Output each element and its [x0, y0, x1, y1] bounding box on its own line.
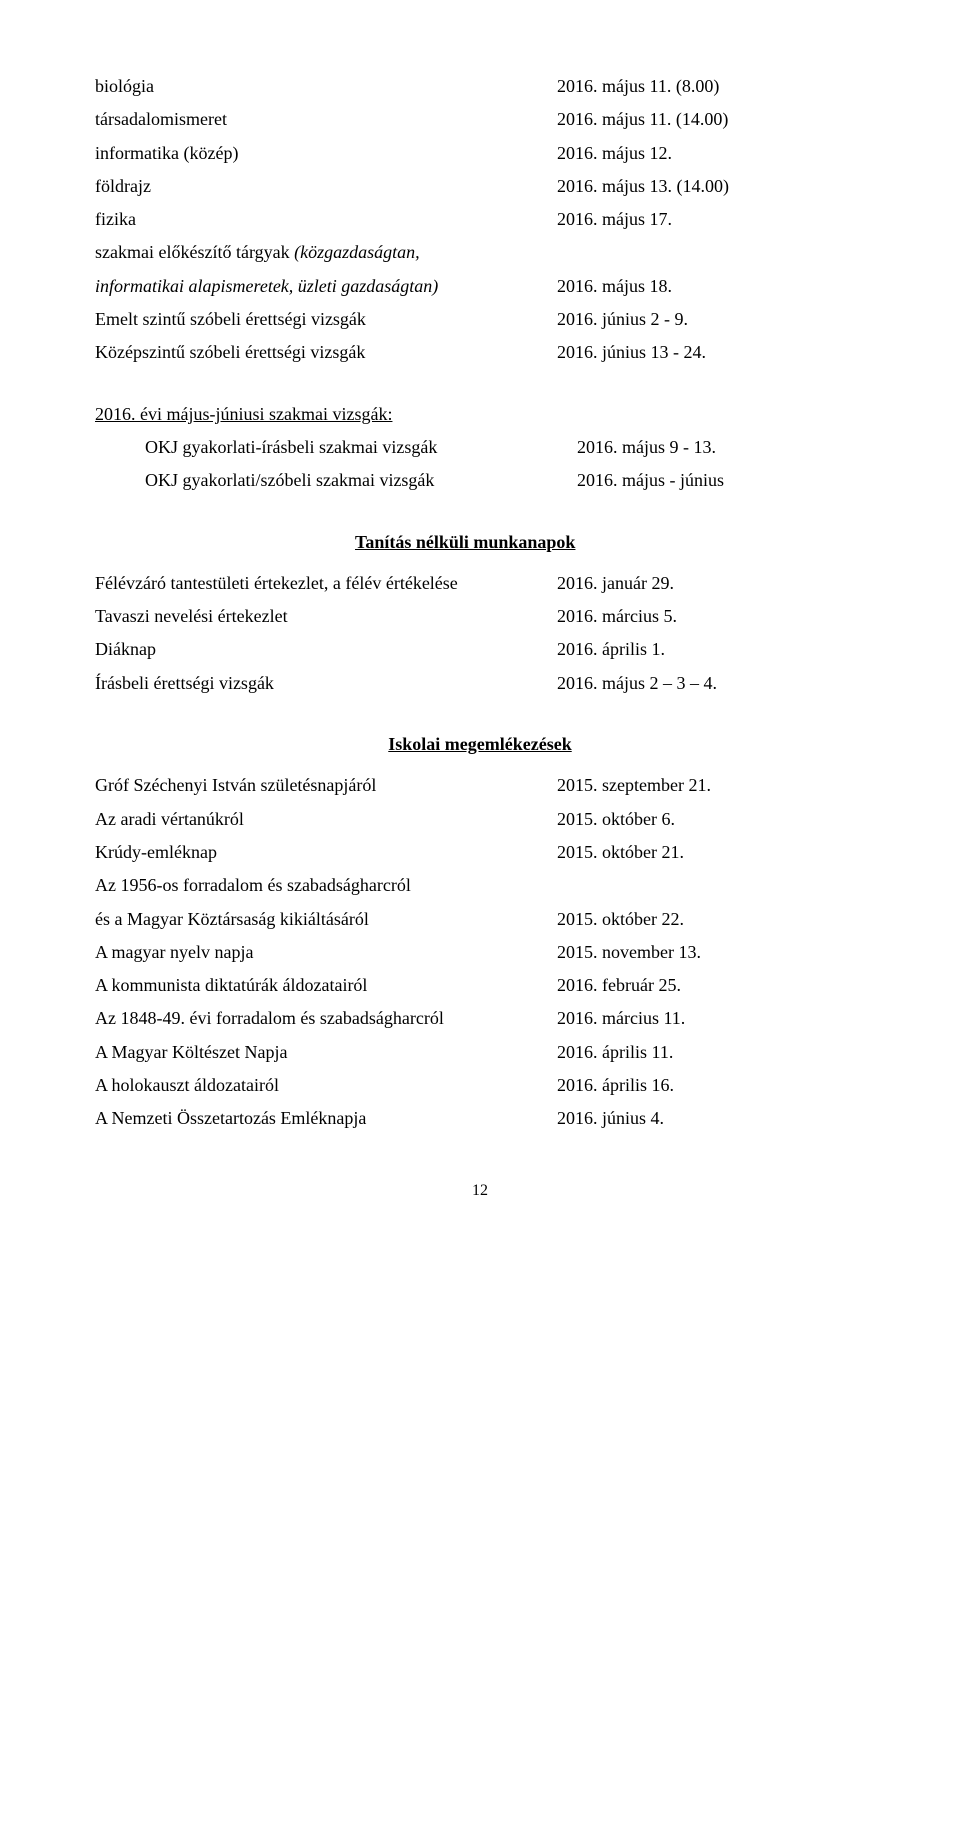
- tanitas-name: Félévzáró tantestületi értekezlet, a fél…: [95, 567, 557, 600]
- tanitas-date: 2016. május 2 – 3 – 4.: [557, 667, 865, 700]
- exam-date: 2016. május 11. (14.00): [557, 103, 865, 136]
- iskolai-row: Gróf Széchenyi István születésnapjáról 2…: [95, 769, 865, 802]
- tanitas-row: Írásbeli érettségi vizsgák 2016. május 2…: [95, 667, 865, 700]
- tanitas-block: Tanítás nélküli munkanapok Félévzáró tan…: [95, 526, 865, 700]
- iskolai-row: A Nemzeti Összetartozás Emléknapja 2016.…: [95, 1102, 865, 1135]
- exam-name: Emelt szintű szóbeli érettségi vizsgák: [95, 303, 557, 336]
- iskolai-row: Az aradi vértanúkról 2015. október 6.: [95, 803, 865, 836]
- iskolai-date: 2015. október 6.: [557, 803, 865, 836]
- iskolai-date: 2015. október 21.: [557, 836, 865, 869]
- prep-row-2: informatikai alapismeretek, üzleti gazda…: [95, 270, 865, 303]
- iskolai-row: és a Magyar Köztársaság kikiáltásáról 20…: [95, 903, 865, 936]
- szakmai-heading: 2016. évi május-júniusi szakmai vizsgák:: [95, 398, 865, 431]
- iskolai-name: és a Magyar Köztársaság kikiáltásáról: [95, 903, 557, 936]
- exam-date: 2016. június 13 - 24.: [557, 336, 865, 369]
- iskolai-date: [557, 869, 865, 902]
- exam-date: 2016. május 17.: [557, 203, 865, 236]
- exam-date: 2016. május 11. (8.00): [557, 70, 865, 103]
- iskolai-name: A Magyar Költészet Napja: [95, 1036, 557, 1069]
- exam-row: biológia 2016. május 11. (8.00): [95, 70, 865, 103]
- iskolai-name: Gróf Széchenyi István születésnapjáról: [95, 769, 557, 802]
- exam-name: földrajz: [95, 170, 557, 203]
- tanitas-date: 2016. január 29.: [557, 567, 865, 600]
- iskolai-name: A kommunista diktatúrák áldozatairól: [95, 969, 557, 1002]
- prep-text: szakmai előkészítő tárgyak (közgazdaságt…: [95, 236, 557, 269]
- iskolai-row: Krúdy-emléknap 2015. október 21.: [95, 836, 865, 869]
- prep-row-1: szakmai előkészítő tárgyak (közgazdaságt…: [95, 236, 865, 269]
- iskolai-name: Az 1848-49. évi forradalom és szabadságh…: [95, 1002, 557, 1035]
- exam-row: fizika 2016. május 17.: [95, 203, 865, 236]
- iskolai-date: 2016. június 4.: [557, 1102, 865, 1135]
- exam-date: 2016. május 13. (14.00): [557, 170, 865, 203]
- exam-row: társadalomismeret 2016. május 11. (14.00…: [95, 103, 865, 136]
- iskolai-date: 2015. szeptember 21.: [557, 769, 865, 802]
- exam-row: Emelt szintű szóbeli érettségi vizsgák 2…: [95, 303, 865, 336]
- exam-name: biológia: [95, 70, 557, 103]
- exam-name: fizika: [95, 203, 557, 236]
- iskolai-date: 2016. február 25.: [557, 969, 865, 1002]
- tanitas-name: Diáknap: [95, 633, 557, 666]
- iskolai-row: A Magyar Költészet Napja 2016. április 1…: [95, 1036, 865, 1069]
- tanitas-row: Tavaszi nevelési értekezlet 2016. márciu…: [95, 600, 865, 633]
- iskolai-date: 2016. április 11.: [557, 1036, 865, 1069]
- prep-line1: szakmai előkészítő tárgyak: [95, 242, 294, 262]
- szakmai-date: 2016. május - június: [577, 464, 865, 497]
- szakmai-block: 2016. évi május-júniusi szakmai vizsgák:…: [95, 398, 865, 498]
- iskolai-name: Krúdy-emléknap: [95, 836, 557, 869]
- exam-date: 2016. június 2 - 9.: [557, 303, 865, 336]
- iskolai-name: Az 1956-os forradalom és szabadságharcró…: [95, 869, 557, 902]
- szakmai-date: 2016. május 9 - 13.: [577, 431, 865, 464]
- exam-row: Középszintű szóbeli érettségi vizsgák 20…: [95, 336, 865, 369]
- iskolai-row: Az 1848-49. évi forradalom és szabadságh…: [95, 1002, 865, 1035]
- prep-date: 2016. május 18.: [557, 270, 865, 303]
- tanitas-name: Tavaszi nevelési értekezlet: [95, 600, 557, 633]
- exam-name: informatika (közép): [95, 137, 557, 170]
- page-number: 12: [95, 1176, 865, 1206]
- iskolai-row: A holokauszt áldozatairól 2016. április …: [95, 1069, 865, 1102]
- tanitas-name: Írásbeli érettségi vizsgák: [95, 667, 557, 700]
- exam-name: Középszintű szóbeli érettségi vizsgák: [95, 336, 557, 369]
- iskolai-date: 2015. október 22.: [557, 903, 865, 936]
- iskolai-row: A magyar nyelv napja 2015. november 13.: [95, 936, 865, 969]
- iskolai-date: 2015. november 13.: [557, 936, 865, 969]
- iskolai-name: A Nemzeti Összetartozás Emléknapja: [95, 1102, 557, 1135]
- tanitas-heading: Tanítás nélküli munkanapok: [95, 526, 865, 559]
- szakmai-name: OKJ gyakorlati/szóbeli szakmai vizsgák: [145, 464, 577, 497]
- szakmai-row: OKJ gyakorlati/szóbeli szakmai vizsgák 2…: [95, 464, 865, 497]
- tanitas-row: Diáknap 2016. április 1.: [95, 633, 865, 666]
- prep-line2-italic: informatikai alapismeretek, üzleti gazda…: [95, 270, 557, 303]
- tanitas-date: 2016. március 5.: [557, 600, 865, 633]
- iskolai-date: 2016. április 16.: [557, 1069, 865, 1102]
- exam-date: 2016. május 12.: [557, 137, 865, 170]
- iskolai-name: A magyar nyelv napja: [95, 936, 557, 969]
- iskolai-heading: Iskolai megemlékezések: [95, 728, 865, 761]
- exam-name: társadalomismeret: [95, 103, 557, 136]
- iskolai-row: Az 1956-os forradalom és szabadságharcró…: [95, 869, 865, 902]
- exam-row: földrajz 2016. május 13. (14.00): [95, 170, 865, 203]
- szakmai-name: OKJ gyakorlati-írásbeli szakmai vizsgák: [145, 431, 577, 464]
- tanitas-row: Félévzáró tantestületi értekezlet, a fél…: [95, 567, 865, 600]
- iskolai-name: Az aradi vértanúkról: [95, 803, 557, 836]
- exam-row: informatika (közép) 2016. május 12.: [95, 137, 865, 170]
- prep-line1-italic: (közgazdaságtan,: [294, 242, 420, 262]
- tanitas-date: 2016. április 1.: [557, 633, 865, 666]
- iskolai-block: Gróf Széchenyi István születésnapjáról 2…: [95, 769, 865, 1135]
- iskolai-name: A holokauszt áldozatairól: [95, 1069, 557, 1102]
- szakmai-row: OKJ gyakorlati-írásbeli szakmai vizsgák …: [95, 431, 865, 464]
- iskolai-date: 2016. március 11.: [557, 1002, 865, 1035]
- exams-block-1: biológia 2016. május 11. (8.00) társadal…: [95, 70, 865, 370]
- iskolai-row: A kommunista diktatúrák áldozatairól 201…: [95, 969, 865, 1002]
